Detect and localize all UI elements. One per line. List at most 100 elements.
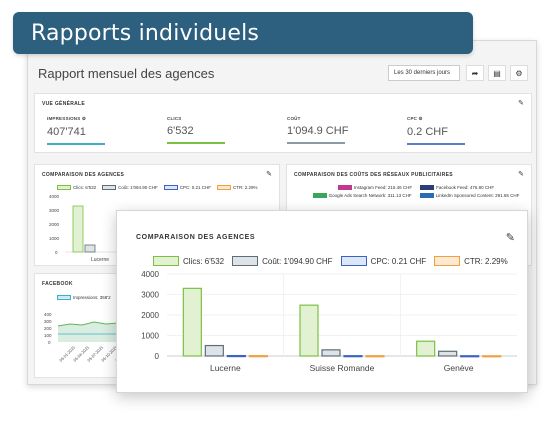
legend-label: Clics: 6'532 [183, 256, 225, 266]
legend-cout[interactable]: Coût: 1'094.90 CHF [102, 185, 158, 190]
kpi-card: CPC ⚙ 0.2 CHF [407, 116, 487, 145]
legend-cpc[interactable]: CPC: 0.21 CHF [163, 185, 212, 190]
legend-label: LinkedIn Sponsored Content: 291.65 CHF [435, 193, 520, 198]
y-tick-label: 1000 [141, 332, 159, 341]
legend-label: Google Ads Search Network: 311.13 CHF [328, 193, 412, 198]
y-tick: 3000 [49, 208, 60, 213]
legend-cout[interactable]: Coût: 1'094.90 CHF [232, 256, 333, 266]
banner: Rapports individuels [13, 12, 473, 54]
y-tick: 200 [44, 326, 52, 331]
kpi-underline [47, 143, 105, 145]
bar-cout-1[interactable] [321, 349, 341, 357]
x-tick: Lucerne [91, 257, 109, 263]
bar-clics-1[interactable] [299, 304, 319, 357]
bar-clics-lucerne[interactable] [72, 205, 84, 253]
overview-panel: VUE GÉNÉRALE ✎ IMPRESSIONS ⚙ 407'741 CLICS… [34, 93, 532, 153]
legend-label: CTR: 2.29% [233, 185, 258, 190]
bar-cout-0[interactable] [204, 344, 224, 357]
bar-ctr-2[interactable] [482, 355, 502, 358]
legend-google[interactable]: Google Ads Search Network: 311.13 CHF [312, 193, 412, 198]
kpi-underline [287, 142, 345, 144]
kpi-underline [407, 143, 465, 145]
kpi-underline [167, 142, 225, 144]
legend-swatch [57, 295, 71, 300]
page-title: Rapport mensuel des agences [38, 66, 215, 81]
legend-swatch [337, 185, 352, 190]
bar-ctr-0[interactable] [248, 355, 268, 358]
legend-instagram[interactable]: Instagram Feed: 215.46 CHF [337, 185, 413, 190]
legend-swatch [420, 185, 435, 190]
agencies-small-title: COMPARAISON DES AGENCES [42, 172, 125, 178]
edit-pencil-icon[interactable]: ✎ [518, 100, 524, 107]
edit-pencil-icon[interactable]: ✎ [505, 232, 515, 244]
bar-clics-2[interactable] [416, 340, 436, 357]
legend-clics[interactable]: Clics: 6'532 [153, 256, 224, 266]
legend-ctr[interactable]: CTR: 2.29% [217, 185, 258, 190]
kpi-label: IMPRESSIONS ⚙ [47, 116, 87, 121]
legend-cpc[interactable]: CPC: 0.21 CHF [340, 256, 427, 266]
y-tick: 400 [44, 312, 52, 317]
period-select[interactable]: Les 30 derniers jours [388, 65, 460, 81]
legend-label: Impressions: 358'2 [73, 295, 111, 300]
legend-swatch [102, 185, 117, 190]
settings-button[interactable]: ⚙ [510, 65, 528, 81]
edit-pencil-icon[interactable]: ✎ [266, 171, 272, 178]
kpi-label: COÛT [287, 116, 301, 121]
legend-label: CPC: 0.21 CHF [179, 185, 212, 190]
kpi-card: COÛT 1'094.9 CHF [287, 116, 367, 144]
chart-legend: Clics: 6'532 Coût: 1'094.90 CHF CPC: 0.2… [153, 256, 508, 266]
y-tick: 100 [44, 333, 52, 338]
legend-swatch [57, 185, 71, 190]
legend-swatch [232, 256, 259, 266]
network-costs-title: COMPARAISON DES COÛTS DES RÉSEAUX PUBLIC… [294, 172, 453, 178]
bar-cout-2[interactable] [438, 350, 458, 357]
legend-linkedin[interactable]: LinkedIn Sponsored Content: 291.65 CHF [419, 193, 520, 198]
legend-swatch [153, 256, 179, 266]
bar-cpc-2[interactable] [460, 355, 480, 358]
legend-clics[interactable]: Clics: 6'532 [57, 185, 96, 190]
x-tick-label: Suisse Romande [310, 363, 375, 373]
agencies-small-legend: Clics: 6'532 Coût: 1'094.90 CHF CPC: 0.2… [57, 185, 258, 190]
overview-title: VUE GÉNÉRALE [42, 101, 86, 107]
legend-ctr[interactable]: CTR: 2.29% [434, 256, 508, 266]
legend-facebook[interactable]: Facebook Feed: 476.80 CHF [420, 185, 494, 190]
bar-cpc-1[interactable] [343, 355, 363, 358]
legend-swatch [340, 256, 367, 266]
kpi-value: 0.2 CHF [407, 126, 448, 138]
share-icon: ➦ [471, 68, 479, 78]
y-tick: 0 [48, 340, 51, 345]
legend-label: Clics: 6'532 [73, 185, 97, 190]
legend-label: CTR: 2.29% [464, 256, 508, 266]
facebook-title: FACEBOOK [42, 281, 73, 287]
report-header: Rapport mensuel des agences Les 30 derni… [36, 63, 528, 85]
y-tick-label: 2000 [141, 311, 159, 320]
bar-cpc-0[interactable] [226, 354, 246, 358]
legend-label: Instagram Feed: 215.46 CHF [353, 185, 413, 190]
document-icon: ▤ [493, 68, 501, 78]
pdf-button[interactable]: ▤ [488, 65, 506, 81]
card-title: COMPARAISON DES AGENCES [136, 234, 256, 241]
x-tick-label: Genève [444, 363, 474, 373]
y-tick-label: 3000 [141, 291, 159, 300]
legend-swatch [217, 185, 232, 190]
legend-label: Facebook Feed: 476.80 CHF [436, 185, 495, 190]
kpi-value: 407'741 [47, 126, 86, 138]
bar-cout-lucerne[interactable] [84, 244, 96, 253]
legend-label: CPC: 0.21 CHF [370, 256, 427, 266]
y-tick: 0 [55, 250, 58, 255]
legend-swatch [163, 185, 178, 190]
legend-label: Coût: 1'094.90 CHF [118, 185, 158, 190]
facebook-legend[interactable]: Impressions: 358'2 [57, 295, 111, 300]
bar-ctr-1[interactable] [365, 355, 385, 358]
y-tick: 4000 [49, 194, 60, 199]
kpi-card: IMPRESSIONS ⚙ 407'741 [47, 116, 127, 145]
edit-pencil-icon[interactable]: ✎ [518, 171, 524, 178]
bar-chart: 4000 3000 2000 1000 0 Lucerne Suisse Romande Ge… [141, 270, 517, 373]
banner-title: Rapports individuels [31, 20, 260, 46]
share-button[interactable]: ➦ [466, 65, 484, 81]
gear-icon: ⚙ [515, 68, 523, 78]
kpi-value: 6'532 [167, 125, 194, 137]
legend-swatch [434, 256, 461, 266]
bar-clics-0[interactable] [182, 287, 202, 357]
